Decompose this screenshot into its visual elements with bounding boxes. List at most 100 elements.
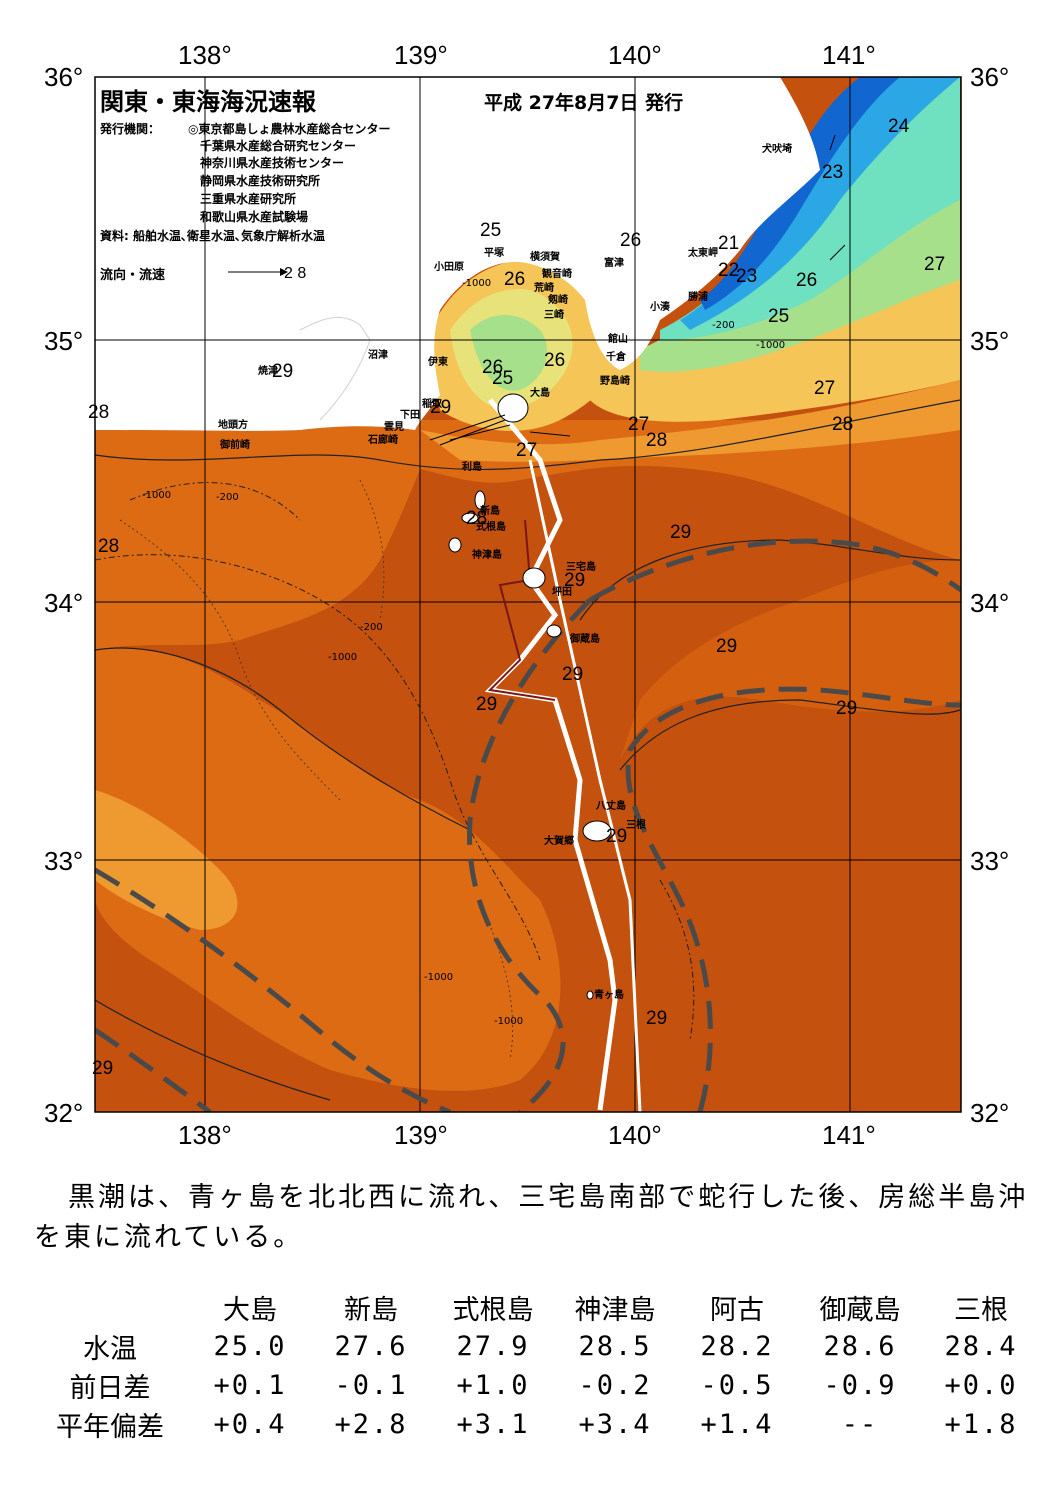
- place-label: 横須賀: [530, 252, 560, 263]
- lat-label-32-right: 32°: [970, 1098, 1010, 1128]
- column-header: 式根島: [452, 1295, 534, 1326]
- temp-label: 28: [466, 508, 488, 529]
- data-source: 資料: 船舶水温､衛星水温､気象庁解析水温: [100, 229, 325, 243]
- column-header: 御蔵島: [819, 1295, 901, 1326]
- table-header-row: 大島 新島 式根島 神津島 阿古 御蔵島 三根: [30, 1288, 1040, 1327]
- place-label: 下田: [400, 410, 420, 421]
- place-label: 焼津: [258, 366, 278, 377]
- table-cell: +3.4: [578, 1409, 652, 1440]
- place-label: 利島: [462, 462, 482, 473]
- place-label: 新島: [480, 506, 500, 517]
- temp-label: 28: [832, 414, 854, 435]
- table-cell: +2.8: [334, 1409, 408, 1440]
- place-label: 御蔵島: [570, 634, 600, 645]
- table-cell: +0.1: [213, 1370, 287, 1401]
- place-label: 大島: [530, 388, 550, 399]
- temp-label: 21: [718, 233, 740, 254]
- place-label: 三崎: [544, 310, 564, 321]
- lat-label-32-left: 32°: [44, 1098, 84, 1128]
- place-label: 平塚: [484, 248, 504, 259]
- temp-label: 28: [88, 402, 110, 423]
- table-cell: -0.2: [578, 1370, 652, 1401]
- issuer-4: 静岡県水産技術研究所: [200, 174, 321, 188]
- row-label: 前日差: [69, 1373, 151, 1404]
- table-cell: +0.0: [944, 1370, 1018, 1401]
- lat-label-33-left: 33°: [44, 846, 84, 876]
- lon-label-140-bottom: 140°: [608, 1120, 662, 1150]
- column-header: 大島: [223, 1295, 277, 1326]
- column-header: 三根: [954, 1295, 1008, 1326]
- row-label: 水温: [83, 1334, 137, 1365]
- temp-label: 29: [476, 694, 498, 715]
- place-label: 犬吠埼: [762, 144, 792, 155]
- lat-label-34-right: 34°: [970, 588, 1010, 618]
- temp-label: 26: [504, 269, 526, 290]
- column-header: 阿古: [710, 1295, 764, 1326]
- table-cell: +3.1: [456, 1409, 530, 1440]
- table-row: 平年偏差 +0.4 +2.8 +3.1 +3.4 +1.4 -- +1.8: [30, 1405, 1040, 1444]
- table-cell: -0.1: [334, 1370, 408, 1401]
- temp-label: 28: [646, 430, 668, 451]
- depth-label: -1000: [756, 340, 786, 351]
- table-cell: 25.0: [213, 1331, 287, 1362]
- place-label: 三宅島: [566, 562, 596, 573]
- depth-label: -1000: [424, 972, 454, 983]
- table-cell: 28.4: [944, 1331, 1018, 1362]
- table-cell: 27.9: [456, 1331, 530, 1362]
- table-cell: 28.6: [823, 1331, 897, 1362]
- depth-label: -1000: [462, 278, 492, 289]
- temp-label: 25: [480, 220, 502, 241]
- place-label: 富津: [604, 258, 624, 269]
- place-label: 観音崎: [542, 269, 572, 280]
- place-label: 小湊: [650, 302, 670, 313]
- place-label: 御前崎: [220, 440, 250, 451]
- column-header: 新島: [344, 1295, 398, 1326]
- issue-date: 平成 27年8月7日 発行: [484, 92, 684, 114]
- place-label: 小田原: [434, 262, 464, 273]
- issuer-6: 和歌山県水産試験場: [200, 210, 309, 224]
- depth-label: -1000: [328, 652, 358, 663]
- lat-label-36-left: 36°: [44, 62, 84, 92]
- flow-legend-label: 流向・流速: [100, 268, 166, 283]
- depth-label: -200: [216, 492, 239, 503]
- table-cell: 28.2: [700, 1331, 774, 1362]
- place-label: 剱崎: [548, 295, 568, 306]
- depth-label: -1000: [142, 490, 172, 501]
- place-label: 雲見: [384, 422, 404, 433]
- table-cell: +1.0: [456, 1370, 530, 1401]
- sea-temperature-map: [94, 76, 962, 1113]
- place-label: 大賀郷: [544, 836, 574, 847]
- table-cell: 27.6: [334, 1331, 408, 1362]
- temp-label: 26: [796, 270, 818, 291]
- place-label: 館山: [608, 334, 628, 345]
- depth-label: -1000: [494, 1016, 524, 1027]
- temp-label: 29: [564, 570, 586, 591]
- table-row: 前日差 +0.1 -0.1 +1.0 -0.2 -0.5 -0.9 +0.0: [30, 1366, 1040, 1405]
- temp-label: 24: [888, 116, 910, 137]
- place-label: 稲取: [422, 399, 442, 410]
- table-cell: -0.5: [700, 1370, 774, 1401]
- place-label: 八丈島: [596, 801, 626, 812]
- temp-label: 29: [646, 1008, 668, 1029]
- place-label: 千倉: [606, 352, 626, 363]
- table-cell: +1.4: [700, 1409, 774, 1440]
- lon-label-141-bottom: 141°: [822, 1120, 876, 1150]
- place-label: 石廊崎: [368, 435, 398, 446]
- temp-label: 26: [620, 230, 642, 251]
- place-label: 沼津: [368, 350, 388, 361]
- table-corner: [30, 1288, 190, 1327]
- place-label: 荒崎: [534, 283, 554, 294]
- table-cell: 28.5: [578, 1331, 652, 1362]
- lon-label-139-top: 139°: [394, 40, 448, 70]
- place-label: 太東岬: [688, 248, 718, 259]
- table-cell: -0.9: [823, 1370, 897, 1401]
- lat-label-35-left: 35°: [44, 326, 84, 356]
- temp-label: 29: [606, 826, 628, 847]
- issuer-5: 三重県水産研究所: [200, 192, 297, 206]
- issuer-1: ◎東京都島しょ農林水産総合センター: [188, 122, 391, 136]
- temp-label: 23: [822, 162, 844, 183]
- temp-label: 29: [430, 397, 452, 418]
- issuer-label: 発行機関：: [100, 122, 161, 136]
- place-label: 伊東: [428, 357, 448, 368]
- lat-label-33-right: 33°: [970, 846, 1010, 876]
